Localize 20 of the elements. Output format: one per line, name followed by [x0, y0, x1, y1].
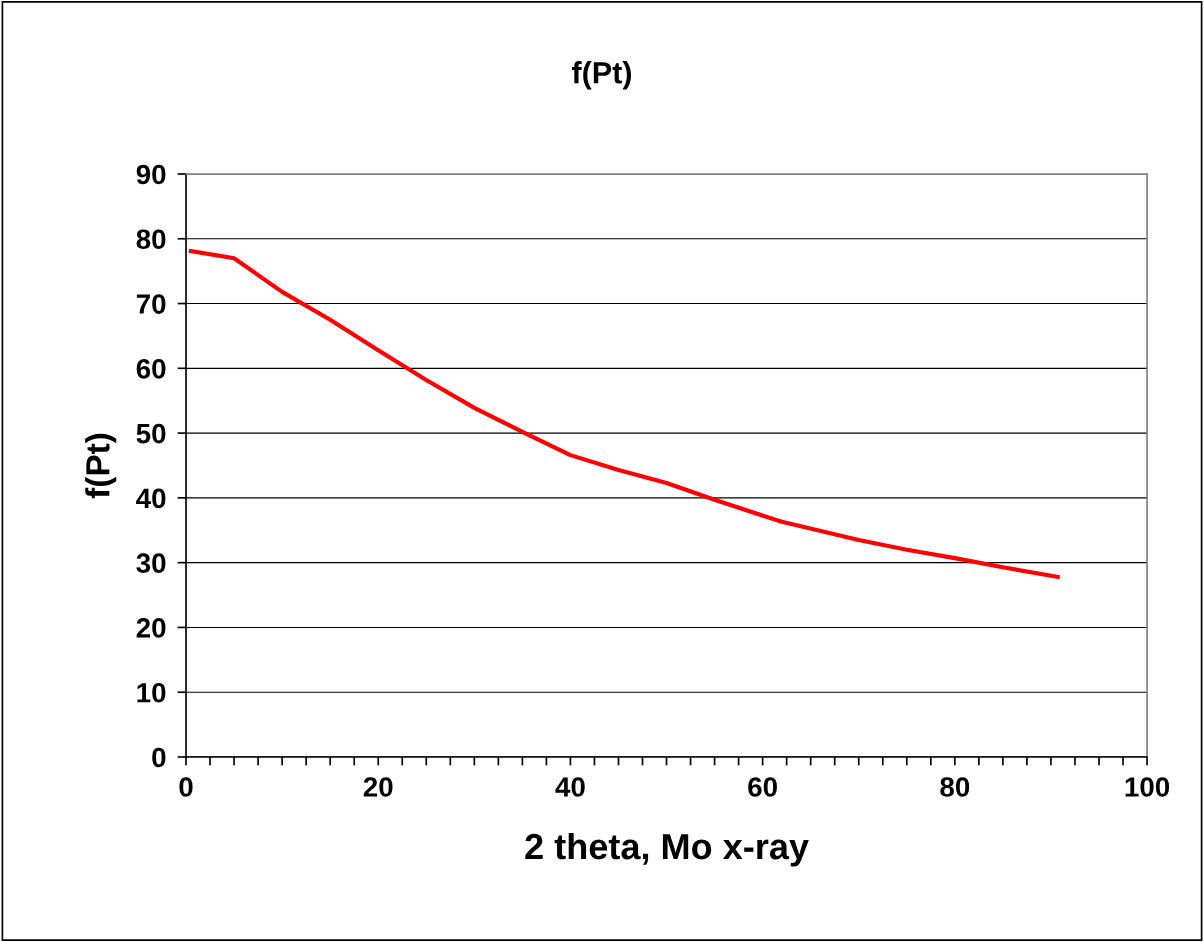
x-tick-label: 60	[748, 777, 777, 797]
x-tick-label: 80	[940, 777, 970, 797]
x-tick-label: 40	[555, 777, 585, 797]
x-tick-label: 100	[1125, 777, 1170, 797]
x-tick-label: 0	[179, 777, 193, 797]
y-tick-label: 60	[136, 358, 166, 379]
chart-title: f(Pt)	[571, 61, 632, 90]
y-tick-label: 90	[136, 164, 166, 185]
y-tick-label: 30	[136, 553, 166, 574]
y-tick-label: 50	[136, 423, 166, 444]
y-axis-title: f(Pt)	[85, 433, 117, 499]
x-tick-label: 20	[363, 777, 393, 797]
y-tick-label: 80	[136, 229, 166, 250]
y-tick-label: 10	[137, 682, 166, 703]
x-axis-title: 2 theta, Mo x-ray	[525, 832, 809, 867]
y-tick-label: 70	[136, 294, 166, 314]
y-tick-label: 20	[136, 618, 166, 638]
line-series	[188, 248, 1060, 579]
y-tick-label: 0	[152, 747, 166, 768]
y-tick-label: 40	[136, 488, 166, 509]
